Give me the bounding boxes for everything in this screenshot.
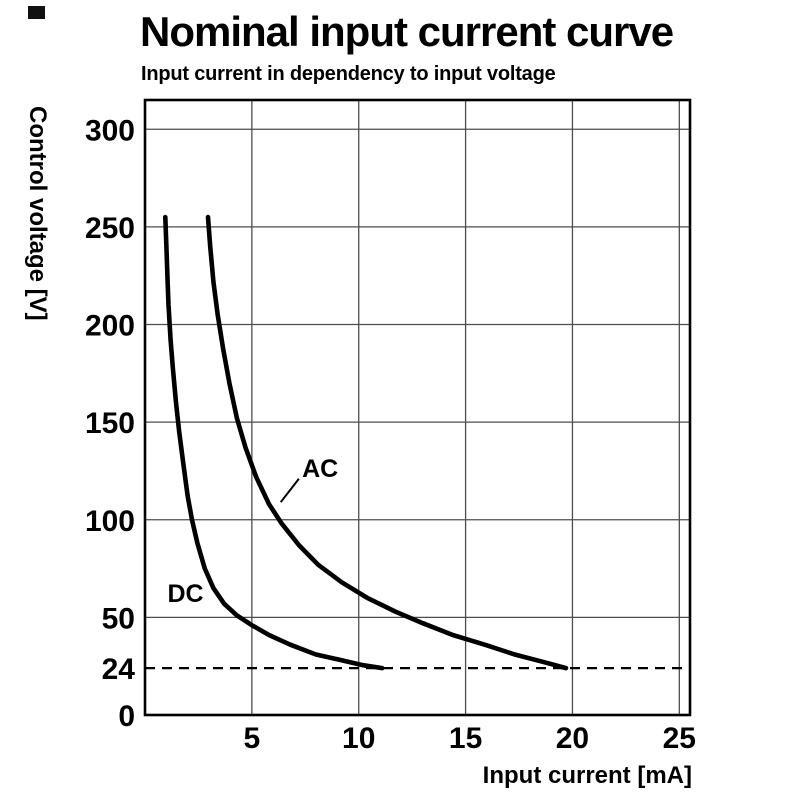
curve-dc xyxy=(163,214,385,671)
y-tick-label-150: 150 xyxy=(85,407,135,440)
y-tick-label-300: 300 xyxy=(85,114,135,147)
y-tick-label-200: 200 xyxy=(85,310,135,343)
curve-ac xyxy=(205,214,569,671)
x-tick-label-5: 5 xyxy=(244,722,261,755)
curve-label-leader-ac xyxy=(279,478,300,503)
x-tick-label-25: 25 xyxy=(663,722,696,755)
chart-subtitle: Input current in dependency to input vol… xyxy=(141,63,556,85)
x-axis-label: Input current [mA] xyxy=(483,762,692,789)
x-tick-label-15: 15 xyxy=(449,722,482,755)
y-tick-label-250: 250 xyxy=(85,212,135,245)
plot-border xyxy=(143,98,692,717)
curve-label-dc: DC xyxy=(167,580,203,608)
y-tick-label-100: 100 xyxy=(85,505,135,538)
chart-title: Nominal input current curve xyxy=(140,8,674,55)
x-tick-label-10: 10 xyxy=(342,722,375,755)
x-tick-label-20: 20 xyxy=(556,722,589,755)
y-tick-label-24: 24 xyxy=(102,653,136,686)
corner-mark xyxy=(28,6,45,19)
y-tick-label-0: 0 xyxy=(118,700,135,733)
y-axis-label: Control voltage [V] xyxy=(24,106,51,321)
curve-label-ac: AC xyxy=(302,455,338,483)
y-tick-label-50: 50 xyxy=(102,602,135,635)
